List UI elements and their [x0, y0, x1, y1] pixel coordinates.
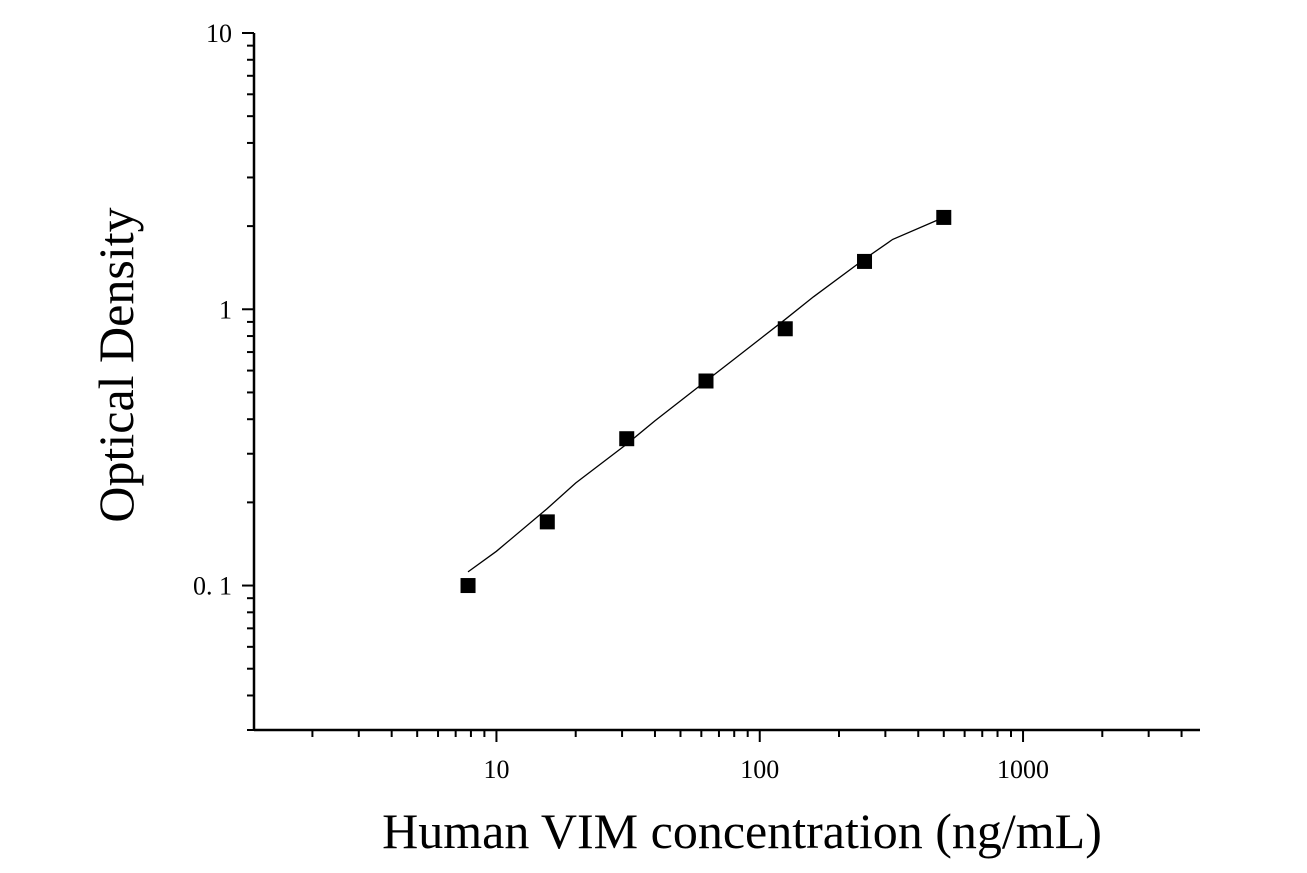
data-point [936, 209, 952, 225]
data-point [619, 431, 635, 447]
y-axis-title: Optical Density [88, 207, 144, 522]
data-points [460, 209, 952, 594]
y-tick-label: 10 [206, 19, 232, 48]
data-point [698, 373, 714, 389]
x-tick-label: 1000 [997, 755, 1049, 784]
axes [252, 33, 1200, 732]
y-tick-label: 1 [219, 295, 232, 324]
fit-curve-layer [467, 216, 945, 573]
tick-marks [242, 32, 1183, 742]
x-tick-label: 10 [483, 755, 509, 784]
x-axis-title: Human VIM concentration (ng/mL) [382, 803, 1102, 859]
data-point [777, 321, 793, 337]
fit-curve [467, 216, 945, 573]
data-point [857, 253, 873, 269]
data-point [460, 578, 476, 594]
x-tick-label: 100 [740, 755, 779, 784]
tick-labels: 10 100 1000 10 1 0. 1 [193, 19, 1049, 784]
y-tick-label: 0. 1 [193, 572, 232, 601]
data-point [539, 514, 555, 530]
